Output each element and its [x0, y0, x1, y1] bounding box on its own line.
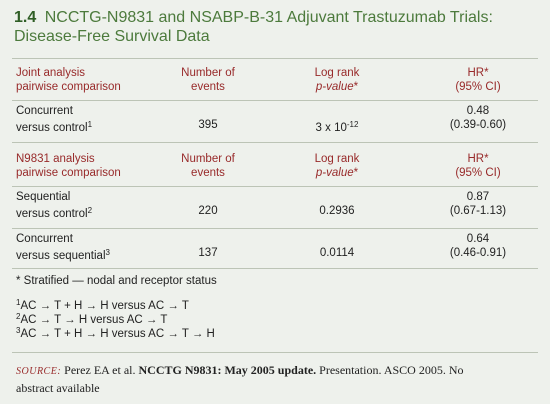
column-header: Number of events — [160, 66, 256, 94]
column-header: Number of events — [160, 152, 256, 180]
column-header: HR* (95% CI) — [430, 152, 526, 180]
row-rule — [12, 268, 538, 269]
header-line: HR* — [467, 153, 489, 165]
header-line: Log rank — [314, 153, 360, 165]
row-label: Concurrent versus sequential3 — [16, 232, 166, 263]
footnote-number: 1 — [16, 298, 21, 307]
row-label-text: versus control — [16, 208, 88, 220]
source-authors: Perez EA et al. — [64, 363, 136, 377]
row-rule — [12, 186, 538, 187]
footnote-ref: 1 — [87, 120, 93, 129]
footnote-ref: 3 — [105, 248, 110, 257]
column-header: Log rank p-value* — [290, 66, 384, 94]
source: SOURCE: Perez EA et al. NCCTG N9831: May… — [16, 362, 486, 396]
header-line: HR* — [467, 67, 489, 79]
title: 1.4 NCCTG-N9831 and NSABP-B-31 Adjuvant … — [14, 8, 534, 46]
row-label: Concurrent versus control1 — [16, 104, 166, 135]
header-line: Joint analysis — [16, 67, 86, 79]
row-label-line: versus control2 — [16, 204, 166, 221]
regimen-text: AC → T → H versus AC → T — [20, 314, 168, 326]
row-rule — [12, 228, 538, 229]
footnote-star: * Stratified — nodal and receptor status — [16, 275, 217, 287]
hr-value: 0.87 — [466, 191, 490, 203]
p-value: 3 x 10-12 — [290, 118, 384, 135]
events: 137 — [198, 247, 218, 259]
header-line: p-value* — [290, 80, 384, 94]
header-suffix: * — [353, 167, 359, 179]
source-rule — [12, 352, 538, 353]
hr-value: 0.48 — [466, 105, 490, 117]
source-rest: Presentation. ASCO 2005. No abstract ava… — [16, 363, 464, 395]
header-line: (95% CI) — [455, 81, 501, 93]
title-number: 1.4 — [14, 9, 37, 26]
header-line: N9831 analysis — [16, 153, 95, 165]
header-suffix: * — [353, 81, 359, 93]
column-header: Joint analysis pairwise comparison — [16, 66, 166, 94]
row-rule — [12, 142, 538, 143]
footnote-number: 3 — [16, 326, 21, 335]
hr-ci: (0.67-1.13) — [449, 205, 507, 217]
row-label-text: versus control — [16, 122, 88, 134]
header-line: Number of — [181, 67, 235, 79]
row-label-text: versus sequential — [16, 250, 106, 262]
regimen-text: AC → T + H → H versus AC → T — [20, 300, 189, 312]
row-label-line: Sequential — [16, 191, 71, 203]
row-label-line: versus sequential3 — [16, 246, 166, 263]
hr-ci: (0.39-0.60) — [449, 119, 507, 131]
column-header: N9831 analysis pairwise comparison — [16, 152, 166, 180]
hazard-ratio: 0.64 (0.46-0.91) — [430, 232, 526, 260]
row-label-line: Concurrent — [16, 105, 73, 117]
column-header: HR* (95% CI) — [430, 66, 526, 94]
row-label-line: versus control1 — [16, 118, 166, 135]
header-line: Number of — [181, 153, 235, 165]
hazard-ratio: 0.48 (0.39-0.60) — [430, 104, 526, 132]
source-label: SOURCE: — [16, 366, 62, 377]
header-italic: p-value — [315, 167, 354, 179]
header-line: pairwise comparison — [16, 167, 121, 179]
title-text: NCCTG-N9831 and NSABP-B-31 Adjuvant Tras… — [14, 9, 493, 45]
p-exponent: -12 — [346, 120, 359, 129]
regimen-text: AC → T + H → H versus AC → T → H — [20, 328, 215, 340]
footnote-ref: 2 — [87, 206, 93, 215]
p-value: 0.0114 — [319, 247, 355, 259]
header-line: (95% CI) — [455, 167, 501, 179]
hr-value: 0.64 — [466, 233, 490, 245]
events: 220 — [198, 205, 218, 217]
hazard-ratio: 0.87 (0.67-1.13) — [430, 190, 526, 218]
header-line: events — [191, 167, 225, 179]
regimen-footnote: 3AC → T + H → H versus AC → T → H — [16, 324, 215, 341]
header-line: pairwise comparison — [16, 81, 121, 93]
regimen-footnote: 2AC → T → H versus AC → T — [16, 310, 167, 327]
header-line: events — [191, 81, 225, 93]
header-italic: p-value — [315, 81, 354, 93]
title-rule — [12, 58, 538, 59]
column-header: Log rank p-value* — [290, 152, 384, 180]
events: 395 — [198, 119, 218, 131]
hr-ci: (0.46-0.91) — [449, 247, 507, 259]
row-label-line: Concurrent — [16, 233, 73, 245]
p-base: 3 x 10 — [315, 122, 347, 134]
header-line: Log rank — [314, 67, 360, 79]
row-rule — [12, 100, 538, 101]
footnote-number: 2 — [16, 312, 21, 321]
source-bold: NCCTG N9831: May 2005 update. — [138, 363, 317, 377]
row-label: Sequential versus control2 — [16, 190, 166, 221]
p-value: 0.2936 — [319, 205, 355, 217]
regimen-footnote: 1AC → T + H → H versus AC → T — [16, 296, 189, 313]
header-line: p-value* — [290, 166, 384, 180]
